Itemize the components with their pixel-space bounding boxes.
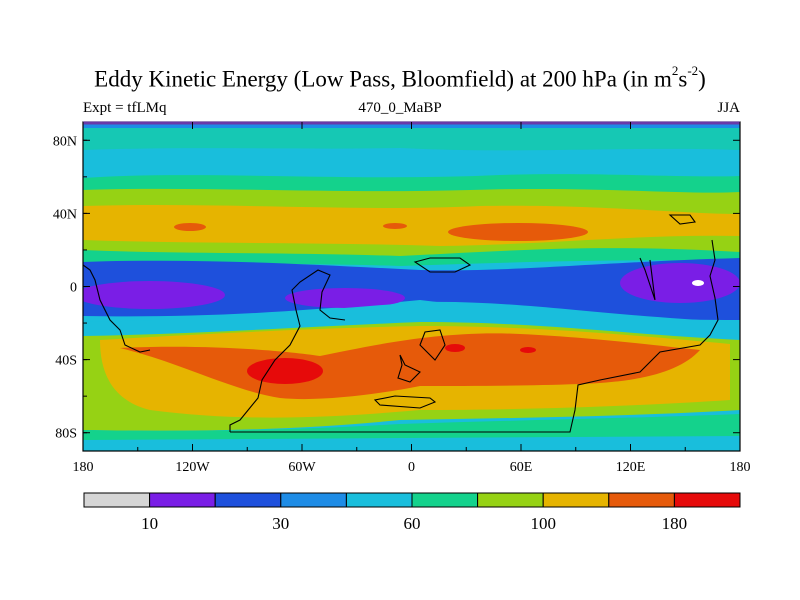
y-tick-label: 80S <box>55 427 77 442</box>
y-axis: 80N 40N 0 40S 80S <box>53 134 740 442</box>
x-tick-label: 120E <box>616 460 646 475</box>
plot-title: Eddy Kinetic Energy (Low Pass, Bloomfiel… <box>94 63 706 92</box>
colorbar-label: 10 <box>141 514 158 533</box>
colorbar-label: 100 <box>530 514 556 533</box>
jet-core-north <box>448 223 588 241</box>
colorbar-swatch <box>83 492 151 508</box>
x-tick-label: 120W <box>175 460 210 475</box>
equatorial-min-center <box>285 288 405 308</box>
colorbar-swatch <box>149 492 216 508</box>
x-tick-label: 180 <box>730 460 751 475</box>
equatorial-min-east <box>620 263 740 303</box>
equatorial-min-west <box>83 281 225 309</box>
y-tick-label: 40S <box>55 354 77 369</box>
jet-spot-north <box>174 223 206 231</box>
colorbar-swatch <box>280 492 347 508</box>
x-tick-label: 0 <box>408 460 415 475</box>
colorbar-label: 30 <box>272 514 289 533</box>
coast-japan <box>668 214 696 225</box>
band-equatorial-blue <box>83 258 740 320</box>
coast-north-africa <box>413 257 472 273</box>
coastlines <box>83 214 719 433</box>
coast-americas-west <box>83 264 151 353</box>
x-tick-label: 180 <box>73 460 94 475</box>
storm-track-max-west <box>247 358 323 384</box>
colorbar: 10 30 60 100 180 <box>83 492 741 533</box>
coast-asia <box>639 257 656 301</box>
storm-track-max-center <box>445 344 465 352</box>
run-label: 470_0_MaBP <box>358 100 442 116</box>
x-axis: 180 120W 60W 0 60E 120E 180 <box>73 122 751 475</box>
band-north-high <box>83 128 740 151</box>
y-tick-label: 0 <box>70 281 77 296</box>
storm-track-south <box>120 333 700 400</box>
colorbar-label: 60 <box>404 514 421 533</box>
season-label: JJA <box>717 100 740 116</box>
equatorial-min-core <box>692 280 704 286</box>
colorbar-swatch <box>608 492 675 508</box>
colorbar-label: 180 <box>662 514 688 533</box>
contour-field <box>83 122 740 451</box>
colorbar-swatch <box>214 492 282 508</box>
coast-antarctic-australia <box>230 239 719 433</box>
coast-south-america <box>229 269 346 432</box>
storm-track-max-east <box>520 347 536 353</box>
colorbar-swatch <box>345 492 413 508</box>
colorbar-swatch <box>411 492 479 508</box>
coast-peninsula <box>397 354 421 383</box>
colorbar-swatch <box>673 492 741 508</box>
colorbar-swatch <box>542 492 610 508</box>
coast-africa <box>419 329 446 361</box>
colorbar-swatch <box>477 492 544 508</box>
y-tick-label: 40N <box>53 207 77 222</box>
x-tick-label: 60W <box>288 460 316 475</box>
y-tick-label: 80N <box>53 134 77 149</box>
experiment-label: Expt = tfLMq <box>83 100 167 116</box>
coast-island <box>373 395 437 409</box>
jet-spot-north-2 <box>383 223 407 229</box>
x-tick-label: 60E <box>510 460 533 475</box>
